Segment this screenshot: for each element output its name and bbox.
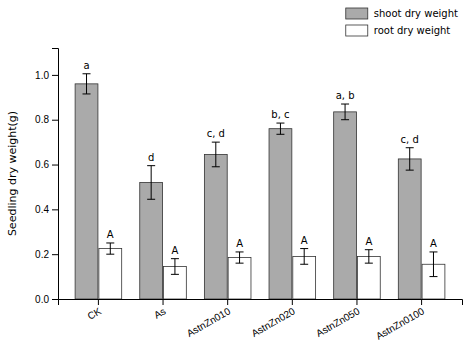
tick-mark [52, 299, 58, 300]
error-bar [276, 123, 284, 134]
error-bar [406, 148, 414, 170]
legend-swatch [346, 25, 368, 36]
tick-mark [356, 299, 357, 305]
error-bar [365, 250, 373, 263]
tick-label: CK [85, 305, 103, 322]
tick-label: 0.4 [35, 204, 49, 215]
tick: 0.4 [35, 204, 58, 215]
annotation: a, b [336, 90, 355, 101]
error-bar [147, 166, 155, 200]
bar-series [75, 84, 421, 299]
bar [99, 249, 122, 299]
tick: 1.0 [35, 70, 58, 81]
annotation: c, d [207, 128, 225, 139]
error-bar [236, 252, 244, 263]
legend-label: root dry weight [374, 25, 451, 36]
tick-label: AstnZn050 [314, 305, 362, 339]
axis-line [52, 49, 59, 300]
tick: 0.8 [35, 114, 58, 125]
bar [204, 154, 227, 299]
tick-mark [52, 75, 58, 76]
tick: CK [85, 299, 103, 322]
legend-item: shoot dry weight [346, 8, 458, 19]
tick: 0.2 [35, 249, 58, 260]
error-bar [83, 74, 91, 94]
error-bar [212, 142, 220, 167]
tick-mark [52, 254, 58, 255]
tick-mark [52, 120, 58, 121]
error-bar [429, 252, 437, 277]
tick-label: As [152, 305, 168, 320]
annotations: A A A A A A [107, 229, 437, 256]
tick: AstnZn020 [249, 299, 297, 339]
bar-series [99, 249, 445, 299]
axis-line [59, 300, 463, 306]
bar [140, 182, 163, 299]
annotation: A [301, 235, 308, 246]
tick-mark [421, 299, 422, 305]
annotation: A [107, 229, 114, 240]
tick-label: 0.0 [35, 294, 49, 305]
annotation: d [148, 152, 154, 163]
error-bar [300, 249, 308, 265]
annotation: A [236, 238, 243, 249]
error-bar [106, 243, 114, 254]
tick: AstnZn050 [314, 299, 362, 339]
error-bar [171, 259, 179, 275]
tick-mark [227, 299, 228, 305]
x-axis: CK As AstnZn010 AstnZn020 AstnZn050 AstnZn010… [59, 299, 463, 342]
tick-label: 0.2 [35, 249, 49, 260]
bar [269, 129, 292, 299]
bar [75, 84, 98, 299]
tick-label: AstnZn010 [185, 305, 233, 339]
legend-swatch [346, 8, 368, 19]
annotation: b, c [271, 109, 289, 120]
tick-mark [292, 299, 293, 305]
tick-mark [98, 299, 99, 305]
plot: a d c, d b, c a, b c, d A A A A A A 0.0 0.2 0.4 0.6 0.8 1… [35, 49, 462, 342]
annotation: a [83, 60, 89, 71]
tick-label: 1.0 [35, 70, 49, 81]
error-bars [106, 243, 437, 277]
error-bars [83, 74, 414, 200]
legend: shoot dry weight root dry weight [346, 8, 458, 36]
y-axis: 0.0 0.2 0.4 0.6 0.8 1.0 [35, 49, 58, 305]
annotation: c, d [401, 134, 419, 145]
error-bar [341, 104, 349, 120]
tick: 0.0 [35, 294, 58, 305]
marks [75, 74, 445, 299]
legend-item: root dry weight [346, 25, 451, 36]
tick-mark [163, 299, 164, 305]
legend-label: shoot dry weight [374, 8, 458, 19]
tick-mark [52, 209, 58, 210]
bar [228, 258, 251, 299]
chart: a d c, d b, c a, b c, d A A A A A A 0.0 0.2 0.4 0.6 0.8 1… [0, 0, 474, 361]
annotation: A [430, 238, 437, 249]
annotation: A [172, 245, 179, 256]
bar [398, 159, 421, 299]
tick-label: 0.8 [35, 114, 49, 125]
tick-label: AstnZn0100 [374, 305, 427, 342]
y-axis-title: Seedling dry weight(g) [6, 111, 19, 236]
tick-mark [52, 165, 58, 166]
tick: 0.6 [35, 159, 58, 170]
tick-label: AstnZn020 [249, 305, 297, 339]
annotations: a d c, d b, c a, b c, d [83, 60, 418, 163]
tick: As [152, 299, 168, 321]
annotation: A [365, 236, 372, 247]
bar [334, 112, 357, 299]
tick-label: 0.6 [35, 159, 49, 170]
tick: AstnZn010 [185, 299, 233, 339]
tick: AstnZn0100 [374, 299, 427, 342]
